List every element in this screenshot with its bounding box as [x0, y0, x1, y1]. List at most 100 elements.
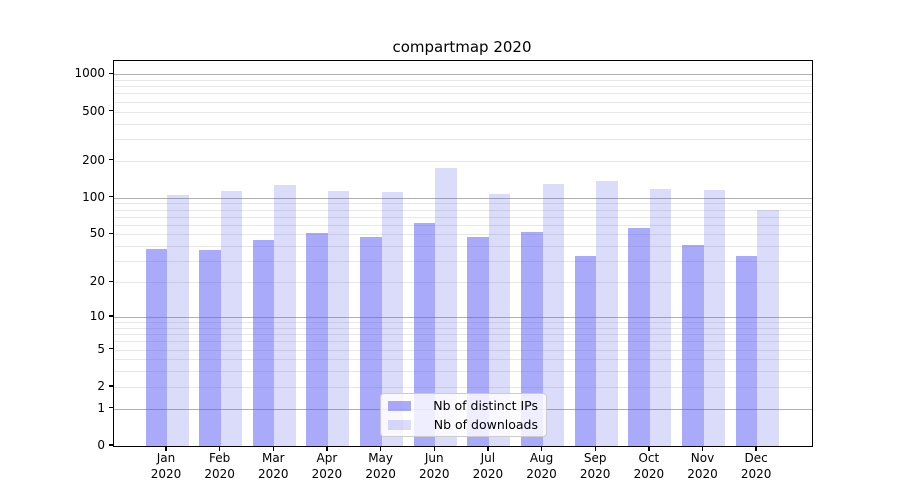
gridline-minor [114, 209, 812, 211]
x-tick-mark [487, 446, 489, 451]
y-tick-label-500: 500 [82, 103, 105, 118]
x-tick-mark [272, 446, 274, 451]
x-tick-label-sep: Sep 2020 [560, 450, 630, 483]
y-tick-label-0: 0 [97, 438, 105, 452]
x-tick-mark [648, 446, 650, 451]
y-tick-mark [108, 158, 113, 161]
x-tick-label-year: 2020 [365, 467, 396, 481]
x-tick-label-apr: Apr 2020 [292, 450, 362, 483]
x-tick-mark [701, 446, 704, 451]
y-tick-mark [108, 232, 113, 235]
bar-distinct-ips-feb [199, 250, 221, 446]
x-tick-label-dec: Dec 2020 [721, 450, 791, 483]
gridline-minor [114, 138, 812, 140]
x-tick-label-feb: Feb 2020 [185, 450, 255, 483]
legend-item-distinct-ips: Nb of distinct IPs [388, 398, 538, 413]
legend-swatch-distinct-ips [388, 400, 411, 411]
y-tick-label-200: 200 [82, 152, 105, 167]
x-tick-label-year: 2020 [740, 467, 772, 481]
x-tick-label-year: 2020 [150, 467, 182, 481]
gridline-minor [114, 322, 812, 324]
gridline-minor [114, 341, 812, 343]
legend: Nb of distinct IPs Nb of downloads [380, 393, 547, 437]
gridline-major [114, 197, 812, 199]
gridline-minor [114, 371, 812, 373]
gridline-minor [114, 261, 812, 263]
y-tick-mark [108, 196, 113, 198]
x-tick-mark [165, 446, 167, 451]
x-tick-mark [755, 446, 757, 451]
x-tick-mark [594, 446, 596, 451]
y-tick-label-50: 50 [89, 226, 105, 241]
gridline-minor [114, 327, 812, 329]
y-tick-label-10: 10 [89, 308, 105, 323]
gridline-minor [114, 246, 812, 248]
chart-title: compartmap 2020 [392, 38, 532, 56]
legend-label-distinct-ips: Nb of distinct IPs [433, 398, 538, 413]
gridline-minor [114, 334, 812, 336]
bar-downloads-dec [757, 209, 779, 446]
bar-distinct-ips-jun [413, 223, 436, 446]
y-tick-label-5: 5 [97, 341, 105, 356]
x-tick-label-year: 2020 [579, 467, 611, 481]
plot-area [113, 60, 813, 447]
bar-downloads-nov [703, 190, 725, 446]
x-tick-label-year: 2020 [472, 467, 504, 481]
bar-downloads-mar [274, 184, 296, 446]
bar-downloads-oct [649, 188, 672, 446]
gridline-minor [114, 282, 812, 284]
x-tick-label-mar: Mar 2020 [238, 450, 308, 483]
gridline-minor [114, 111, 812, 113]
legend-swatch-downloads [388, 419, 411, 430]
x-tick-label-year: 2020 [258, 467, 289, 481]
gridline-major [114, 74, 812, 76]
x-tick-label-year: 2020 [418, 467, 450, 481]
y-tick-label-20: 20 [89, 274, 105, 289]
gridline-minor [114, 359, 812, 361]
y-tick-label-1000: 1000 [74, 66, 105, 81]
gridline-minor [114, 160, 812, 162]
bar-downloads-jun [435, 167, 457, 446]
bar-downloads-feb [220, 190, 243, 446]
bar-distinct-ips-may [360, 236, 382, 446]
x-tick-label-year: 2020 [526, 467, 557, 481]
gridline-minor [114, 216, 812, 218]
gridline-minor [114, 386, 812, 388]
y-tick-label-1: 1 [97, 400, 105, 415]
y-tick-mark [108, 385, 113, 387]
y-tick-mark [108, 72, 113, 74]
bar-downloads-jan [167, 195, 189, 446]
x-tick-label-year: 2020 [687, 467, 718, 481]
bar-distinct-ips-jan [145, 248, 167, 446]
bar-distinct-ips-nov [682, 244, 704, 446]
x-tick-mark [326, 446, 328, 451]
x-tick-label-jan: Jan 2020 [131, 450, 201, 483]
y-tick-mark [108, 444, 113, 446]
legend-item-downloads: Nb of downloads [388, 417, 538, 432]
bar-distinct-ips-apr [306, 233, 328, 446]
x-tick-label-year: 2020 [311, 467, 343, 481]
x-tick-mark [379, 446, 382, 451]
gridline-minor [114, 234, 812, 236]
x-tick-mark [433, 446, 435, 451]
x-tick-label-nov: Nov 2020 [668, 450, 738, 483]
gridline-minor [114, 93, 812, 95]
bar-distinct-ips-oct [628, 228, 650, 446]
x-tick-label-year: 2020 [633, 467, 665, 481]
x-tick-label-jul: Jul 2020 [453, 450, 523, 483]
x-tick-label-aug: Aug 2020 [507, 450, 577, 483]
x-tick-label-year: 2020 [204, 467, 235, 481]
y-tick-mark [108, 109, 113, 112]
gridline-major [114, 316, 812, 318]
gridline-minor [114, 86, 812, 88]
y-tick-mark [108, 407, 113, 409]
y-tick-mark [108, 315, 113, 317]
bar-distinct-ips-dec [735, 256, 758, 446]
bar-downloads-apr [327, 190, 350, 446]
x-tick-mark [540, 446, 543, 451]
bar-downloads-may [381, 192, 404, 446]
x-tick-label-may: May 2020 [346, 450, 416, 483]
gridline-minor [114, 349, 812, 351]
bar-downloads-aug [542, 183, 565, 446]
